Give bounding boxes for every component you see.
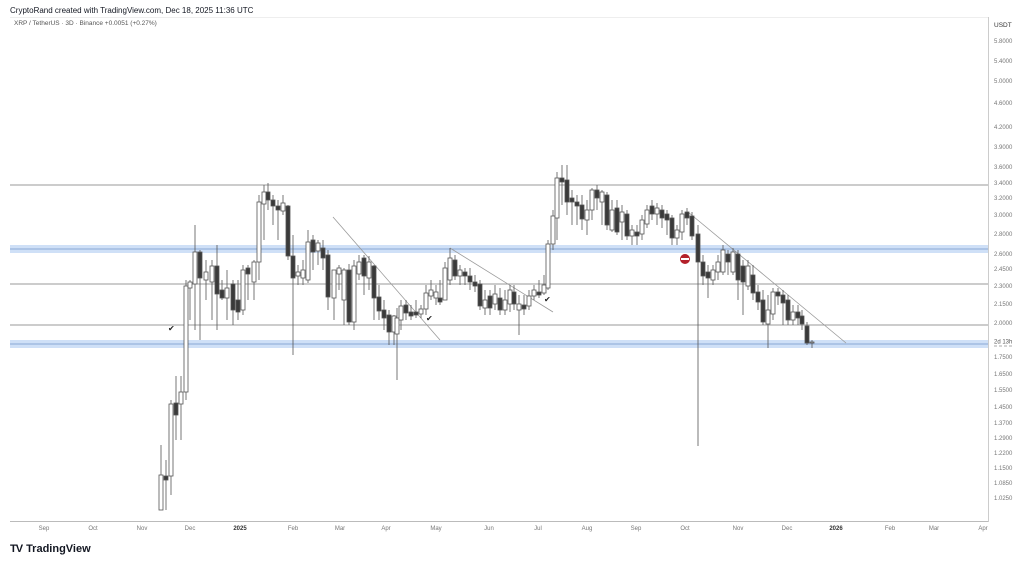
price-tick-label: 3.2000 xyxy=(994,196,1013,202)
price-tick-label: 2.1500 xyxy=(994,302,1013,308)
price-axis[interactable] xyxy=(988,17,1024,522)
price-tick-label: 4.2000 xyxy=(994,125,1013,131)
trendline-1 xyxy=(332,216,441,341)
bar-countdown-label: 2d 13h xyxy=(994,339,1013,347)
price-tick-label: 1.1500 xyxy=(994,466,1013,472)
time-tick-label: Dec xyxy=(184,526,196,532)
price-tick-label: 3.0000 xyxy=(994,213,1013,219)
price-tick-label: 4.6000 xyxy=(994,101,1013,107)
time-tick-label: Oct xyxy=(680,526,690,532)
price-tick-label: 2.3000 xyxy=(994,284,1013,290)
time-tick-label: Nov xyxy=(732,526,744,532)
price-tick-label: 2.0000 xyxy=(994,321,1013,327)
time-tick-label: 2026 xyxy=(829,526,843,532)
time-tick-label: Dec xyxy=(781,526,793,532)
trendline-3 xyxy=(687,211,847,344)
time-tick-label: Aug xyxy=(581,526,593,532)
annotations: ✔ ✔ ✔ xyxy=(168,254,690,333)
trendline-2 xyxy=(449,247,554,313)
time-tick-label: Mar xyxy=(928,526,940,532)
candles xyxy=(158,165,815,511)
tradingview-logo[interactable]: TV TradingView xyxy=(10,543,91,555)
symbol-legend[interactable]: XRP / TetherUS · 3D · Binance +0.0051 (+… xyxy=(14,20,157,27)
price-tick-label: 1.0850 xyxy=(994,481,1013,487)
time-tick-label: Jul xyxy=(534,526,542,532)
checkmark-icon: ✔ xyxy=(544,295,551,304)
price-tick-label: 2.8000 xyxy=(994,232,1013,238)
price-tick-label: 1.6500 xyxy=(994,372,1013,378)
price-tick-label: 1.2200 xyxy=(994,451,1013,457)
time-tick-label: 2025 xyxy=(233,526,247,532)
price-tick-label: 1.4500 xyxy=(994,405,1013,411)
price-tick-label: 5.0000 xyxy=(994,79,1013,85)
time-tick-label: Feb xyxy=(287,526,299,532)
price-tick-label: 2.4500 xyxy=(994,267,1013,273)
price-tick-label: 5.8000 xyxy=(994,39,1013,45)
time-tick-label: Oct xyxy=(88,526,98,532)
price-tick-label: 1.5500 xyxy=(994,388,1013,394)
time-tick-label: Sep xyxy=(630,526,642,532)
price-tick-label: 5.4000 xyxy=(994,59,1013,65)
checkmark-icon: ✔ xyxy=(426,314,433,323)
price-tick-label: 3.4000 xyxy=(994,181,1013,187)
price-tick-label: 3.9000 xyxy=(994,145,1013,151)
time-tick-label: Apr xyxy=(978,526,988,532)
time-tick-label: Apr xyxy=(381,526,391,532)
checkmark-icon: ✔ xyxy=(168,324,175,333)
time-axis[interactable] xyxy=(10,521,988,540)
chart-pane[interactable] xyxy=(10,17,988,523)
horizontal-levels xyxy=(10,184,988,348)
price-tick-label: 1.2900 xyxy=(994,436,1013,442)
price-tick-label: 2.6000 xyxy=(994,252,1013,258)
time-tick-label: Jun xyxy=(484,526,494,532)
chart-credit: CryptoRand created with TradingView.com,… xyxy=(10,6,254,15)
trendlines[interactable] xyxy=(332,211,847,344)
time-tick-label: May xyxy=(430,526,442,532)
price-plot[interactable]: ✔ ✔ ✔ xyxy=(10,17,988,522)
time-tick-label: Feb xyxy=(884,526,896,532)
tradingview-logo-text: TradingView xyxy=(26,543,91,555)
no-entry-icon xyxy=(680,254,690,264)
price-tick-label: 1.0250 xyxy=(994,496,1013,502)
time-tick-label: Mar xyxy=(334,526,346,532)
currency-label: USDT xyxy=(994,22,1012,29)
price-tick-label: 1.3700 xyxy=(994,421,1013,427)
price-tick-label: 1.7500 xyxy=(994,355,1013,361)
time-tick-label: Nov xyxy=(136,526,148,532)
time-tick-label: Sep xyxy=(38,526,50,532)
tradingview-logo-icon: TV xyxy=(10,543,23,555)
price-tick-label: 3.6000 xyxy=(994,165,1013,171)
